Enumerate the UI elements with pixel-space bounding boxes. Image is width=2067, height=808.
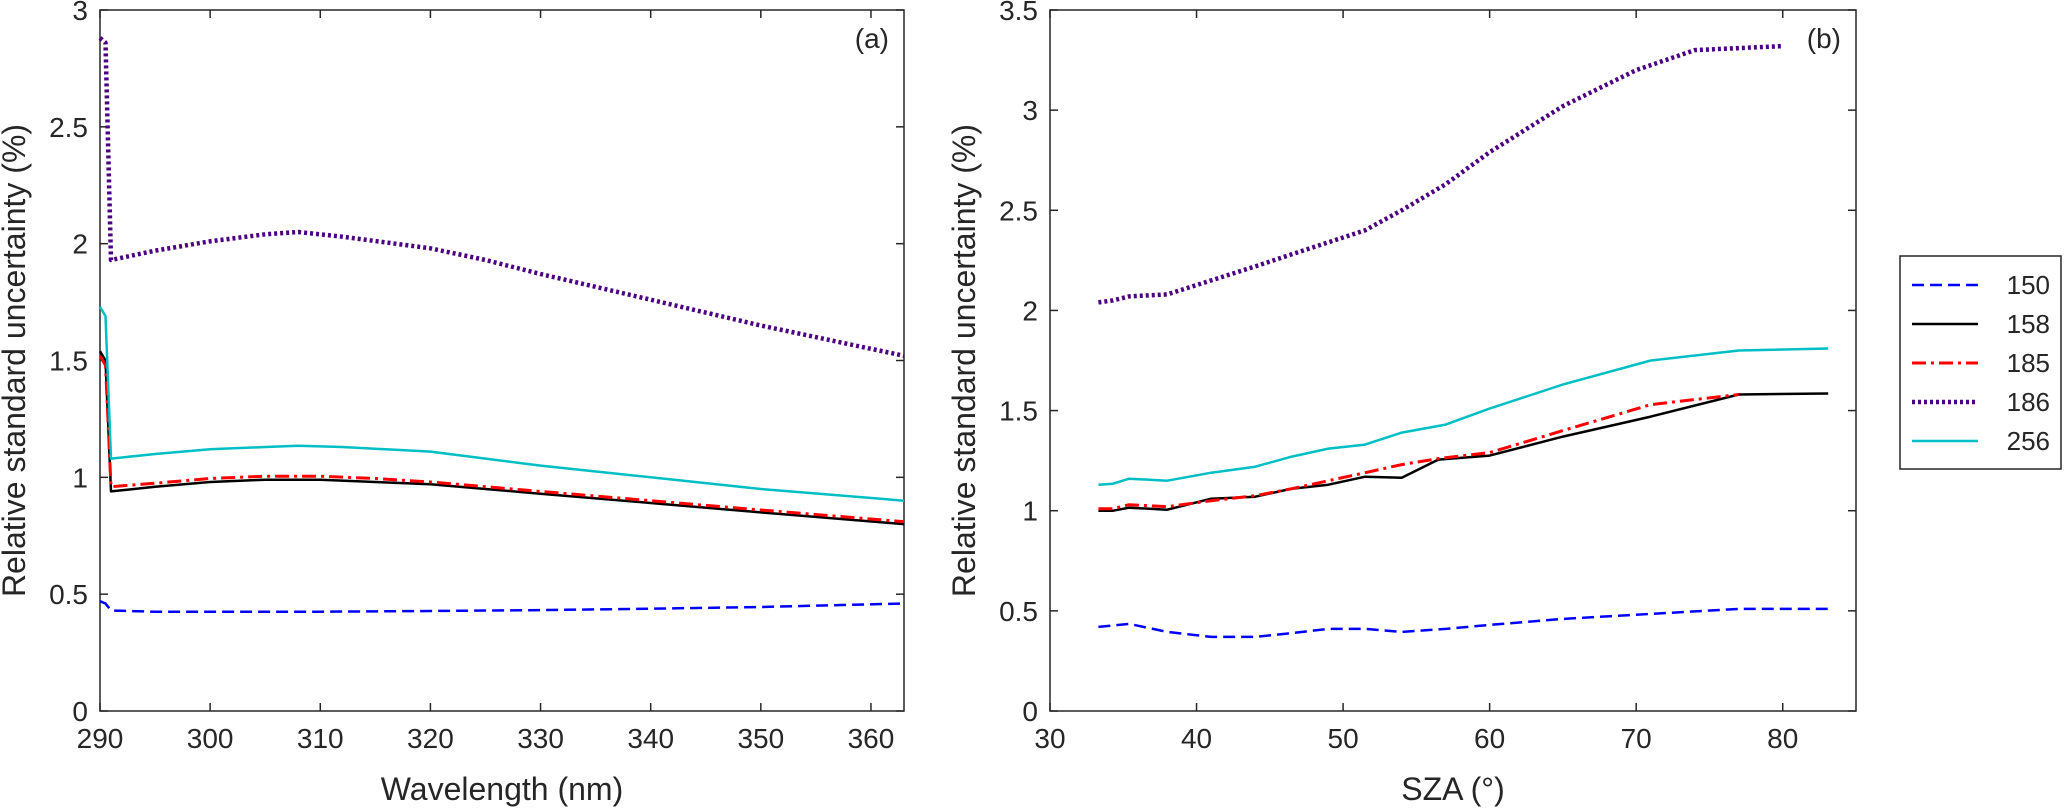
x-tick-label: 80 (1767, 723, 1798, 754)
series-line-256 (98, 306, 905, 502)
x-tick-label: 70 (1621, 723, 1652, 754)
series-line-256 (1098, 347, 1829, 486)
panel-b-chart: 30 40 50 60 70 80 0 0.5 1 1.5 2 2.5 3 3.5 SZA (°) Relat… (946, 0, 1857, 807)
y-tick-label: 1.5 (999, 396, 1038, 427)
x-tick-label: 320 (407, 723, 454, 754)
x-tick-label: 50 (1328, 723, 1359, 754)
y-tick-label: 2 (1022, 295, 1038, 326)
legend-label-185: 185 (2007, 348, 2050, 378)
legend: 150 158 185 186 256 (1899, 255, 2062, 470)
y-tick-label: 0.5 (999, 596, 1038, 627)
y-tick-label: 1 (72, 462, 88, 493)
x-axis-label: SZA (°) (1401, 771, 1504, 807)
x-tick-label: 30 (1034, 723, 1065, 754)
legend-label-256: 256 (2007, 426, 2050, 456)
y-tick-label: 3 (1022, 95, 1038, 126)
x-tick-label: 330 (517, 723, 564, 754)
y-tick-label: 0 (1022, 696, 1038, 727)
x-tick-label: 290 (77, 723, 124, 754)
y-tick-label: 0 (72, 696, 88, 727)
legend-label-150: 150 (2007, 270, 2050, 300)
x-tick-label: 60 (1474, 723, 1505, 754)
series-line-185 (1098, 393, 1739, 511)
series-line-150 (99, 600, 905, 613)
x-tick-label: 40 (1181, 723, 1212, 754)
y-tick-label: 2.5 (999, 195, 1038, 226)
x-axis-label: Wavelength (nm) (381, 771, 623, 807)
panel-tag: (b) (1807, 23, 1841, 54)
series-line-158 (98, 350, 905, 526)
y-axis-label: Relative standard uncertainty (%) (946, 124, 982, 597)
legend-label-186: 186 (2007, 387, 2050, 417)
series-line-158 (1098, 392, 1829, 512)
series-line-150 (1098, 607, 1829, 639)
series-line-186 (98, 36, 905, 359)
x-tick-label: 360 (848, 723, 895, 754)
x-tick-label: 300 (187, 723, 234, 754)
y-tick-label: 1 (1022, 496, 1038, 527)
y-tick-label: 0.5 (49, 579, 88, 610)
legend-label-158: 158 (2007, 309, 2050, 339)
series-line-185 (98, 355, 905, 524)
legend-box (1899, 255, 2062, 470)
y-axis-label: Relative standard uncertainty (%) (0, 124, 32, 597)
y-tick-label: 3.5 (999, 0, 1038, 26)
panel-a-chart: 290 300 310 320 330 340 350 360 0 0.5 1 1.5 2 2.5 3 Wav… (0, 0, 905, 807)
y-tick-label: 2 (72, 229, 88, 260)
y-tick-label: 2.5 (49, 112, 88, 143)
x-tick-label: 350 (737, 723, 784, 754)
x-tick-label: 340 (627, 723, 674, 754)
series-line-186 (1098, 43, 1783, 305)
plot-frame (1049, 9, 1857, 712)
y-tick-label: 3 (72, 0, 88, 26)
panel-tag: (a) (855, 23, 889, 54)
x-tick-label: 310 (297, 723, 344, 754)
y-tick-label: 1.5 (49, 346, 88, 377)
